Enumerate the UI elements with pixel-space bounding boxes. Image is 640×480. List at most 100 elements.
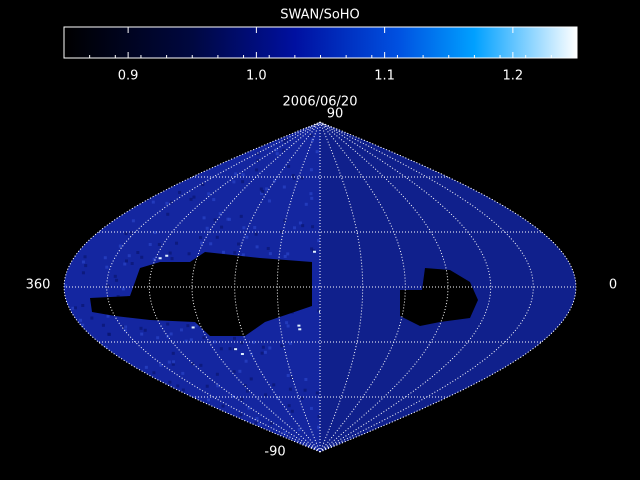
speckle [276, 396, 280, 400]
speckle [266, 246, 270, 250]
speckle [298, 221, 302, 225]
speckle [231, 394, 235, 398]
speckle [300, 396, 304, 400]
speckle [309, 133, 313, 137]
speckle [181, 371, 185, 375]
speckle [304, 377, 308, 381]
speckle [152, 371, 156, 375]
speckle [205, 384, 209, 388]
speckle [256, 158, 260, 162]
speckle [213, 218, 217, 222]
meridian [319, 122, 534, 452]
speckle [104, 345, 108, 349]
speckle [286, 374, 290, 378]
speckle [81, 304, 85, 308]
grid [64, 122, 576, 452]
meridian [148, 122, 321, 452]
speckle [144, 365, 148, 369]
bright-spot [297, 324, 301, 327]
speckle [209, 242, 213, 246]
speckle [215, 372, 219, 376]
speckle [192, 195, 196, 199]
speckle [165, 201, 169, 205]
speckle [260, 351, 264, 355]
speckle [241, 173, 245, 177]
speckle [275, 152, 279, 156]
speckle [283, 431, 287, 435]
speckle [280, 344, 284, 348]
speckle [261, 345, 265, 349]
meridian [319, 122, 492, 452]
speckle [245, 235, 249, 239]
speckle [311, 138, 315, 142]
speckle [113, 274, 117, 278]
speckle [152, 257, 156, 261]
speckle [106, 314, 110, 318]
speckle [259, 187, 263, 191]
speckle [283, 219, 287, 223]
speckle [233, 251, 237, 255]
speckle [227, 217, 231, 221]
speckle [166, 322, 170, 326]
masked-region [400, 268, 478, 326]
speckle [130, 261, 134, 265]
speckle [131, 219, 135, 223]
speckle [64, 284, 68, 288]
speckle [205, 226, 209, 230]
speckle [175, 241, 179, 245]
title: SWAN/SoHO [280, 8, 360, 23]
speckle [311, 225, 315, 229]
speckle [171, 362, 175, 366]
speckle [83, 255, 87, 259]
speckle [186, 324, 190, 328]
speckle [178, 190, 182, 194]
speckle [289, 341, 293, 345]
speckle [170, 200, 174, 204]
speckle [189, 338, 193, 342]
speckle [129, 231, 133, 235]
speckle [123, 262, 127, 266]
speckle [309, 168, 313, 172]
meridian [319, 122, 449, 452]
speckle [318, 301, 322, 305]
speckle [283, 254, 287, 258]
speckle [219, 347, 223, 351]
speckle [115, 278, 119, 282]
speckle [148, 242, 152, 246]
speckle [73, 306, 77, 310]
speckle [101, 323, 105, 327]
speckle [220, 225, 224, 229]
speckle [191, 362, 195, 366]
bright-spot [191, 326, 195, 329]
speckle [257, 422, 261, 426]
speckle [317, 309, 321, 313]
speckle [293, 226, 297, 230]
speckle [317, 415, 321, 419]
speckle [168, 380, 172, 384]
speckle [264, 393, 268, 397]
speckle [268, 252, 272, 256]
speckle [81, 260, 85, 264]
speckle [199, 241, 203, 245]
speckle [265, 187, 269, 191]
speckle [153, 231, 157, 235]
speckle [269, 421, 273, 425]
speckle [157, 242, 161, 246]
speckle [297, 428, 301, 432]
speckle [237, 242, 241, 246]
bright-spot [312, 250, 316, 253]
speckle [232, 370, 236, 374]
speckle [279, 230, 283, 234]
speckle [202, 216, 206, 220]
speckle [202, 336, 206, 340]
speckle [287, 164, 291, 168]
speckle [268, 346, 272, 350]
speckle [282, 185, 286, 189]
speckle [253, 226, 257, 230]
speckle [254, 421, 258, 425]
speckle [123, 328, 127, 332]
colorbar-tick-label: 1.1 [374, 69, 395, 84]
speckle [303, 388, 307, 392]
speckle [171, 351, 175, 355]
